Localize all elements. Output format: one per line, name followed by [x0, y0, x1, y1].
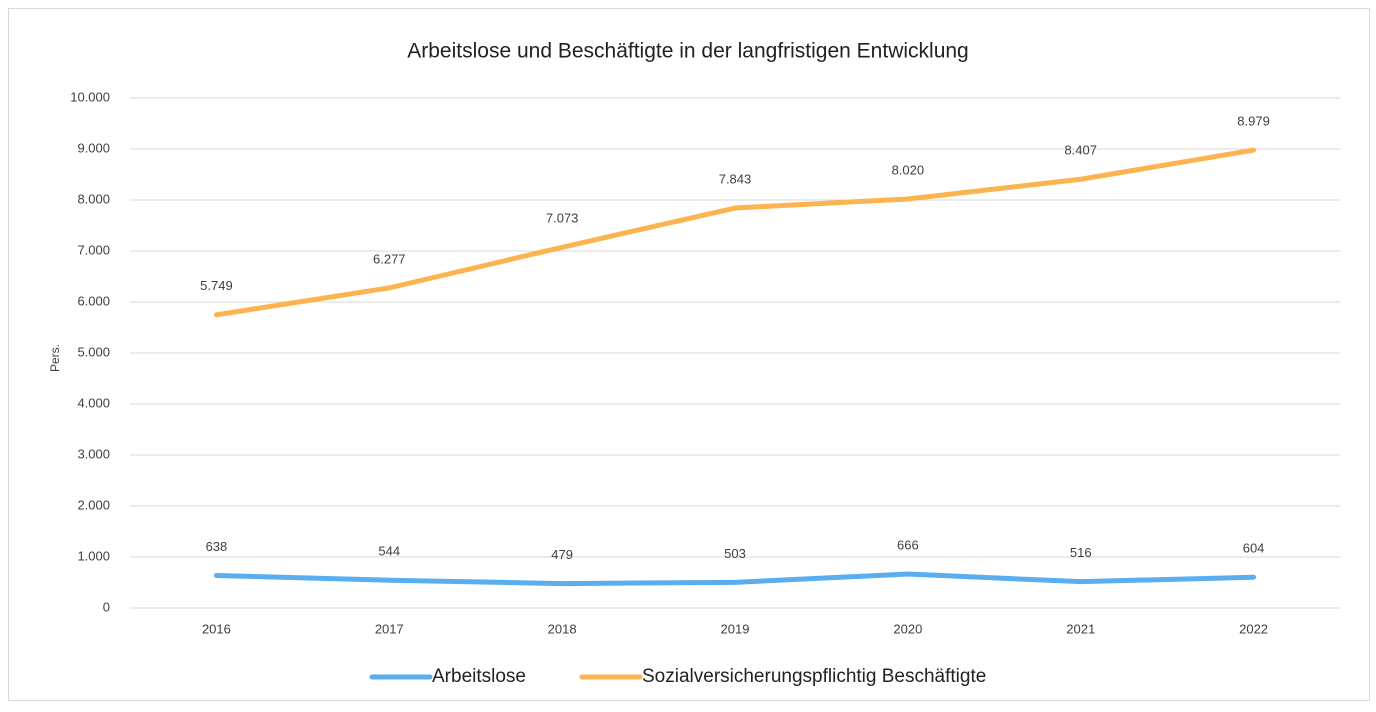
data-label: 544 — [378, 544, 400, 559]
y-tick-label: 6.000 — [77, 293, 110, 308]
y-tick-label: 8.000 — [77, 191, 110, 206]
data-label: 8.407 — [1064, 143, 1097, 158]
y-tick-label: 4.000 — [77, 395, 110, 410]
x-tick-label: 2022 — [1239, 621, 1268, 636]
y-tick-label: 10.000 — [70, 89, 110, 104]
legend-label: Arbeitslose — [432, 666, 526, 687]
data-label: 604 — [1243, 541, 1265, 556]
data-label: 638 — [206, 539, 228, 554]
y-tick-label: 9.000 — [77, 140, 110, 155]
x-tick-label: 2018 — [548, 621, 577, 636]
y-tick-label: 1.000 — [77, 548, 110, 563]
data-label: 8.979 — [1237, 114, 1270, 129]
y-tick-label: 2.000 — [77, 497, 110, 512]
data-label: 6.277 — [373, 251, 406, 266]
x-tick-label: 2020 — [893, 621, 922, 636]
y-axis-label: Pers. — [48, 344, 62, 372]
x-tick-label: 2021 — [1066, 621, 1095, 636]
y-tick-label: 3.000 — [77, 446, 110, 461]
series-line — [213, 147, 1257, 318]
x-tick-label: 2017 — [375, 621, 404, 636]
chart-border — [8, 8, 1370, 701]
x-tick-label: 2016 — [202, 621, 231, 636]
y-tick-label: 5.000 — [77, 344, 110, 359]
data-label: 8.020 — [892, 162, 925, 177]
x-tick-label: 2019 — [721, 621, 750, 636]
series-line — [213, 571, 1257, 587]
y-tick-label: 7.000 — [77, 242, 110, 257]
data-label: 7.843 — [719, 171, 752, 186]
data-label: 479 — [551, 547, 573, 562]
legend-label: Sozialversicherungspflichtig Beschäftigt… — [642, 666, 986, 687]
data-label: 5.749 — [200, 278, 233, 293]
data-label: 503 — [724, 546, 746, 561]
data-label: 7.073 — [546, 211, 579, 226]
data-label: 666 — [897, 537, 919, 552]
data-label: 516 — [1070, 545, 1092, 560]
chart-title: Arbeitslose und Beschäftigte in der lang… — [407, 40, 968, 63]
y-tick-label: 0 — [103, 599, 110, 614]
